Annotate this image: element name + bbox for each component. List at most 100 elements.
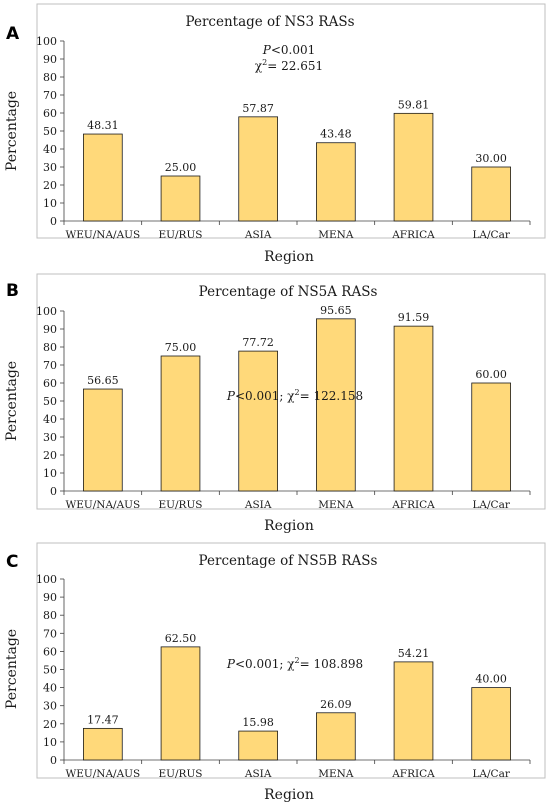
stat-annotation: P<0.001 — [262, 43, 316, 57]
y-tick-label: 90 — [43, 323, 57, 336]
y-tick-label: 10 — [43, 467, 57, 480]
y-tick-label: 70 — [43, 89, 57, 102]
y-axis-title: Percentage — [4, 361, 20, 441]
y-tick-label: 100 — [36, 305, 57, 318]
chart-title: Percentage of NS3 RASs — [185, 14, 354, 30]
x-tick-label: AFRICA — [391, 499, 435, 511]
y-tick-label: 80 — [43, 341, 57, 354]
data-label: 95.65 — [320, 304, 352, 317]
y-tick-label: 40 — [43, 682, 57, 695]
bar-africa — [393, 325, 434, 492]
y-tick-label: 50 — [43, 395, 57, 408]
y-tick-label: 0 — [50, 485, 57, 498]
data-label: 91.59 — [398, 311, 430, 324]
x-tick-label: ASIA — [244, 499, 272, 511]
y-tick-label: 20 — [43, 179, 57, 192]
x-tick-label: MENA — [318, 499, 354, 511]
data-label: 59.81 — [398, 98, 430, 111]
y-tick-label: 10 — [43, 197, 57, 210]
y-tick-label: 100 — [36, 35, 57, 48]
x-axis-title: Region — [264, 787, 314, 803]
bar-asia — [238, 116, 278, 222]
data-label: 40.00 — [475, 673, 507, 686]
panel-letter: C — [6, 552, 18, 572]
x-tick-label: AFRICA — [391, 229, 435, 241]
bar-eu-rus — [160, 175, 201, 222]
x-tick-label: LA/Car — [472, 499, 510, 511]
y-tick-label: 80 — [43, 71, 57, 84]
y-tick-label: 30 — [43, 161, 57, 174]
x-tick-label: MENA — [318, 768, 354, 780]
y-tick-label: 30 — [43, 431, 57, 444]
panel-letter: B — [6, 281, 19, 301]
x-tick-label: EU/RUS — [159, 499, 203, 511]
x-tick-label: WEU/NA/AUS — [65, 229, 140, 241]
data-label: 75.00 — [165, 341, 197, 354]
bar-weu-na-aus — [83, 388, 123, 492]
data-label: 54.21 — [398, 647, 430, 660]
y-tick-label: 40 — [43, 413, 57, 426]
data-label: 43.48 — [320, 128, 352, 141]
x-axis-title: Region — [264, 518, 314, 534]
y-tick-label: 0 — [50, 754, 57, 767]
y-tick-label: 60 — [43, 377, 57, 390]
x-tick-label: ASIA — [244, 229, 272, 241]
bar-africa — [393, 112, 434, 222]
x-tick-label: MENA — [318, 229, 354, 241]
x-tick-label: LA/Car — [472, 768, 510, 780]
y-axis-title: Percentage — [4, 629, 20, 709]
y-tick-label: 60 — [43, 645, 57, 658]
data-label: 77.72 — [242, 336, 274, 349]
chart-panel-c: C Percentage of NS5B RASs 0 10 20 30 40 50 60 70 8… — [4, 542, 546, 803]
y-tick-label: 50 — [43, 664, 57, 677]
data-label: 57.87 — [242, 102, 274, 115]
bar-eu-rus — [160, 355, 201, 492]
x-axis-title: Region — [264, 249, 314, 265]
stat-annotation: P<0.001; χ2= 108.898 — [226, 656, 363, 671]
data-label: 30.00 — [475, 152, 507, 165]
y-tick-label: 30 — [43, 700, 57, 713]
x-tick-label: ASIA — [244, 768, 272, 780]
y-tick-label: 70 — [43, 359, 57, 372]
bar-asia — [238, 730, 278, 761]
y-tick-label: 90 — [43, 591, 57, 604]
y-tick-label: 0 — [50, 215, 57, 228]
data-label: 56.65 — [87, 374, 119, 387]
bar-africa — [393, 661, 434, 761]
bar-weu-na-aus — [83, 727, 123, 761]
data-label: 25.00 — [165, 161, 197, 174]
y-tick-label: 60 — [43, 107, 57, 120]
data-label: 17.47 — [87, 713, 119, 726]
chart-panel-a: A Percentage of NS3 RASs 0 10 20 30 40 50 60 70 80… — [4, 3, 546, 265]
y-tick-label: 70 — [43, 627, 57, 640]
bar-mena — [316, 142, 356, 222]
x-tick-label: LA/Car — [472, 229, 510, 241]
y-tick-label: 40 — [43, 143, 57, 156]
x-tick-label: EU/RUS — [159, 768, 203, 780]
stat-annotation: P<0.001; χ2= 122.158 — [226, 388, 363, 403]
bar-mena — [316, 318, 356, 492]
y-tick-label: 80 — [43, 609, 57, 622]
bar-eu-rus — [160, 646, 201, 761]
y-tick-label: 90 — [43, 53, 57, 66]
data-label: 48.31 — [87, 119, 119, 132]
bar-la-car — [471, 382, 511, 492]
bar-weu-na-aus — [83, 133, 123, 222]
bar-la-car — [471, 687, 511, 761]
chart-title: Percentage of NS5A RASs — [199, 284, 378, 300]
y-tick-label: 50 — [43, 125, 57, 138]
bar-la-car — [471, 166, 511, 222]
x-tick-label: AFRICA — [391, 768, 435, 780]
y-axis-title: Percentage — [4, 91, 20, 171]
data-label: 62.50 — [165, 632, 197, 645]
data-label: 60.00 — [475, 368, 507, 381]
data-label: 26.09 — [320, 698, 352, 711]
data-label: 15.98 — [242, 716, 274, 729]
x-tick-label: WEU/NA/AUS — [65, 768, 140, 780]
bar-asia — [238, 350, 278, 492]
y-tick-label: 100 — [36, 573, 57, 586]
chart-panel-b: B Percentage of NS5A RASs 0 10 20 30 40 50 60 70 8… — [4, 273, 546, 534]
y-tick-label: 20 — [43, 718, 57, 731]
chart-title: Percentage of NS5B RASs — [199, 553, 378, 569]
